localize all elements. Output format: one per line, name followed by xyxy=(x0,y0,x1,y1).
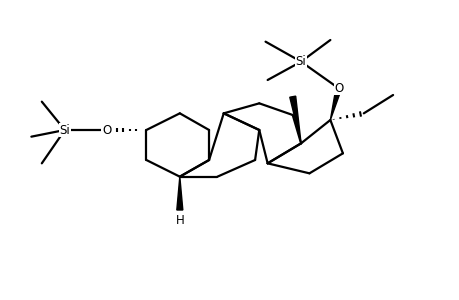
Text: O: O xyxy=(333,82,342,95)
Text: Si: Si xyxy=(59,124,70,136)
Text: O: O xyxy=(102,124,111,136)
Polygon shape xyxy=(176,177,182,210)
Text: Si: Si xyxy=(295,55,306,68)
Polygon shape xyxy=(330,88,341,120)
Text: H: H xyxy=(175,214,184,227)
Polygon shape xyxy=(289,96,301,143)
